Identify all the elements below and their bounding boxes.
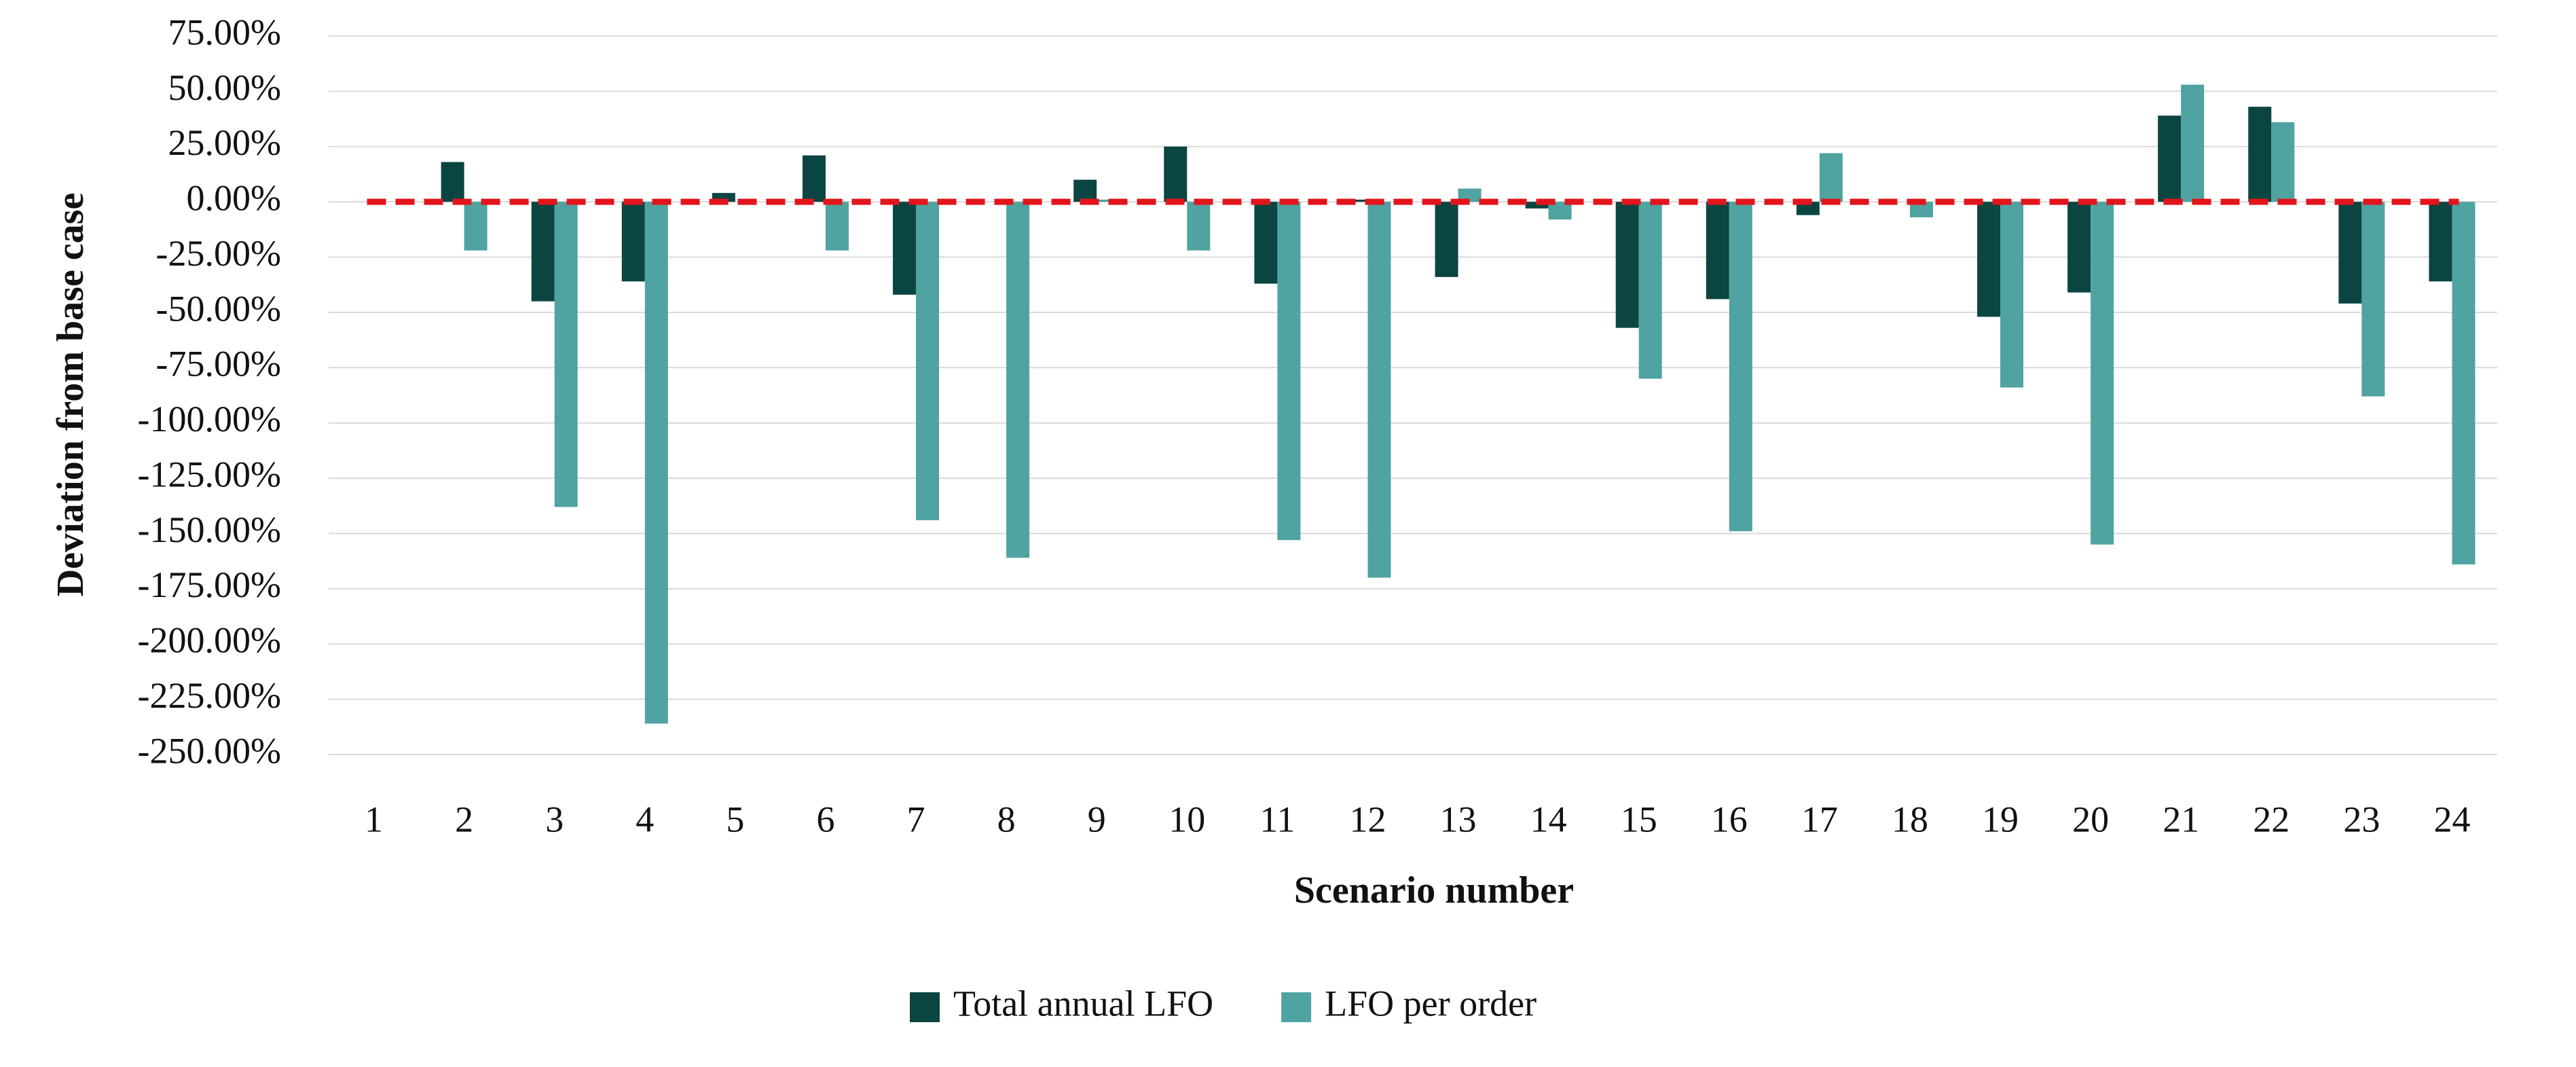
- bar: [621, 202, 645, 282]
- bar: [2091, 202, 2114, 545]
- x-tick-label: 18: [1892, 799, 1928, 839]
- legend-swatch: [910, 992, 940, 1022]
- y-tick-label: 50.00%: [168, 67, 281, 108]
- bar: [1367, 202, 1391, 578]
- y-tick-label: -75.00%: [156, 344, 281, 384]
- x-tick-label: 21: [2163, 799, 2199, 839]
- x-tick-label: 7: [907, 799, 925, 839]
- y-tick-label: -200.00%: [138, 620, 281, 661]
- y-tick-label: -250.00%: [138, 730, 281, 771]
- bar: [644, 202, 668, 724]
- bar: [1073, 179, 1097, 202]
- x-tick-label: 14: [1530, 799, 1567, 839]
- x-tick-label: 17: [1801, 799, 1838, 839]
- x-tick-label: 20: [2072, 799, 2109, 839]
- bar: [1097, 199, 1120, 202]
- x-tick-label: 5: [726, 799, 744, 839]
- y-tick-label: 75.00%: [168, 12, 281, 52]
- bar: [2429, 202, 2452, 282]
- bar: [2181, 84, 2205, 202]
- bar: [893, 202, 917, 295]
- bar: [1006, 202, 1030, 558]
- bar: [1638, 202, 1662, 379]
- x-tick-label: 1: [365, 799, 383, 839]
- x-tick-label: 15: [1621, 799, 1657, 839]
- bar: [1796, 202, 1820, 215]
- bar: [2271, 122, 2295, 202]
- bar: [1729, 202, 1752, 532]
- y-tick-label: -175.00%: [138, 564, 281, 605]
- x-tick-label: 2: [455, 799, 473, 839]
- x-tick-label: 12: [1349, 799, 1386, 839]
- x-tick-label: 3: [545, 799, 564, 839]
- bar: [531, 202, 555, 302]
- bar: [916, 202, 940, 520]
- x-tick-label: 6: [816, 799, 834, 839]
- bar: [2000, 202, 2024, 388]
- y-tick-label: -100.00%: [138, 399, 281, 439]
- bar: [1909, 202, 1933, 217]
- y-tick-label: -150.00%: [138, 509, 281, 550]
- bar: [1344, 199, 1368, 202]
- x-tick-label: 10: [1169, 799, 1205, 839]
- bar: [1525, 202, 1549, 209]
- bar: [2158, 115, 2182, 202]
- bar: [1435, 202, 1458, 277]
- y-tick-label: -25.00%: [156, 233, 281, 274]
- x-tick-label: 22: [2253, 799, 2289, 839]
- legend-label: LFO per order: [1325, 983, 1537, 1024]
- y-tick-label: 0.00%: [187, 178, 281, 219]
- bar: [1615, 202, 1639, 328]
- x-tick-label: 23: [2343, 799, 2380, 839]
- x-tick-label: 11: [1259, 799, 1295, 839]
- y-tick-label: -225.00%: [138, 675, 281, 716]
- bar: [1254, 202, 1278, 284]
- bar: [2067, 202, 2091, 293]
- bar: [802, 155, 826, 202]
- x-tick-label: 9: [1088, 799, 1106, 839]
- bar: [464, 202, 487, 251]
- y-tick-label: -125.00%: [138, 454, 281, 494]
- bar: [1819, 153, 1843, 202]
- bar: [441, 162, 464, 202]
- bar: [2338, 202, 2362, 304]
- legend-swatch: [1281, 992, 1312, 1022]
- bar: [1187, 202, 1211, 251]
- x-tick-label: 4: [636, 799, 654, 839]
- x-tick-label: 24: [2433, 799, 2470, 839]
- bar: [2248, 107, 2272, 202]
- bar: [825, 202, 849, 251]
- x-tick-label: 13: [1440, 799, 1477, 839]
- x-tick-label: 19: [1982, 799, 2019, 839]
- bar: [2452, 202, 2476, 565]
- y-axis-title: Deviation from base case: [50, 193, 92, 597]
- bar: [1458, 188, 1482, 202]
- bar: [2361, 202, 2385, 397]
- bar: [1277, 202, 1301, 541]
- legend-label: Total annual LFO: [953, 983, 1213, 1024]
- bar: [1164, 146, 1188, 202]
- x-tick-label: 8: [997, 799, 1016, 839]
- y-tick-label: 25.00%: [168, 122, 281, 163]
- bar: [1977, 202, 2001, 317]
- bar: [1706, 202, 1729, 300]
- x-axis-title: Scenario number: [1294, 869, 1574, 911]
- y-tick-label: -50.00%: [156, 288, 281, 329]
- x-tick-label: 16: [1711, 799, 1748, 839]
- bar: [554, 202, 578, 507]
